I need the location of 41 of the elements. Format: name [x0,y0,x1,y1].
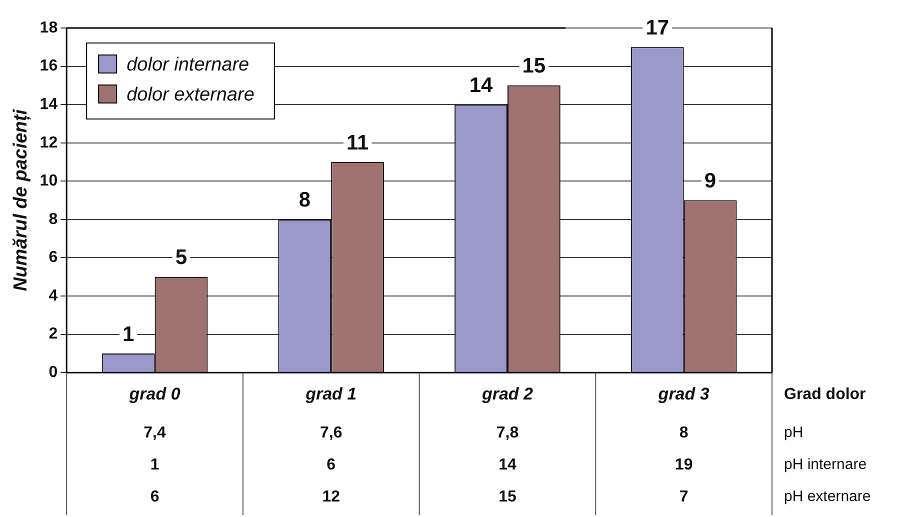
text: 7 [679,488,688,506]
data-label: 14 [469,74,494,97]
y-tick-label: 16 [40,58,58,75]
data-label: 5 [175,246,188,270]
text: pH internare [784,456,867,474]
x-tick-label: grad 0 [128,384,181,404]
data-label: 1 [122,322,134,346]
data-label: 8 [298,188,311,212]
y-tick-label: 6 [48,249,58,266]
text: 19 [674,456,693,474]
text: 6 [326,456,336,474]
text: 7,4 [144,424,166,442]
legend-label: dolor externare [126,84,254,106]
text: 14 [498,456,516,474]
legend-label: dolor internare [126,54,250,76]
text: 1 [150,456,160,474]
x-tick-label: grad 3 [657,384,710,404]
x-tick-label: grad 2 [480,384,534,404]
data-label: 15 [522,54,546,78]
text: 7,8 [496,424,519,442]
y-tick-label: 14 [40,96,58,113]
y-tick-label: 10 [40,172,58,190]
data-label: 9 [704,170,716,193]
y-tick-label: 8 [48,210,58,228]
x-tick-label: grad 1 [304,384,357,404]
text: 8 [679,424,688,442]
text: 7,6 [320,424,342,442]
text: pH externare [784,488,871,506]
y-tick-label: 2 [48,326,58,343]
data-label: 11 [346,131,369,154]
y-tick-label: 12 [40,134,58,152]
y-axis-title: Numărul de pacienți [10,108,32,292]
text: 6 [150,488,160,506]
text: 12 [322,488,340,506]
text: 15 [498,488,516,506]
text: pH [784,424,804,442]
x-axis-title: Grad dolor [784,386,866,404]
y-tick-label: 18 [40,19,58,36]
y-tick-label: 0 [48,364,58,382]
data-label: 17 [646,16,670,40]
y-tick-label: 4 [48,287,58,304]
